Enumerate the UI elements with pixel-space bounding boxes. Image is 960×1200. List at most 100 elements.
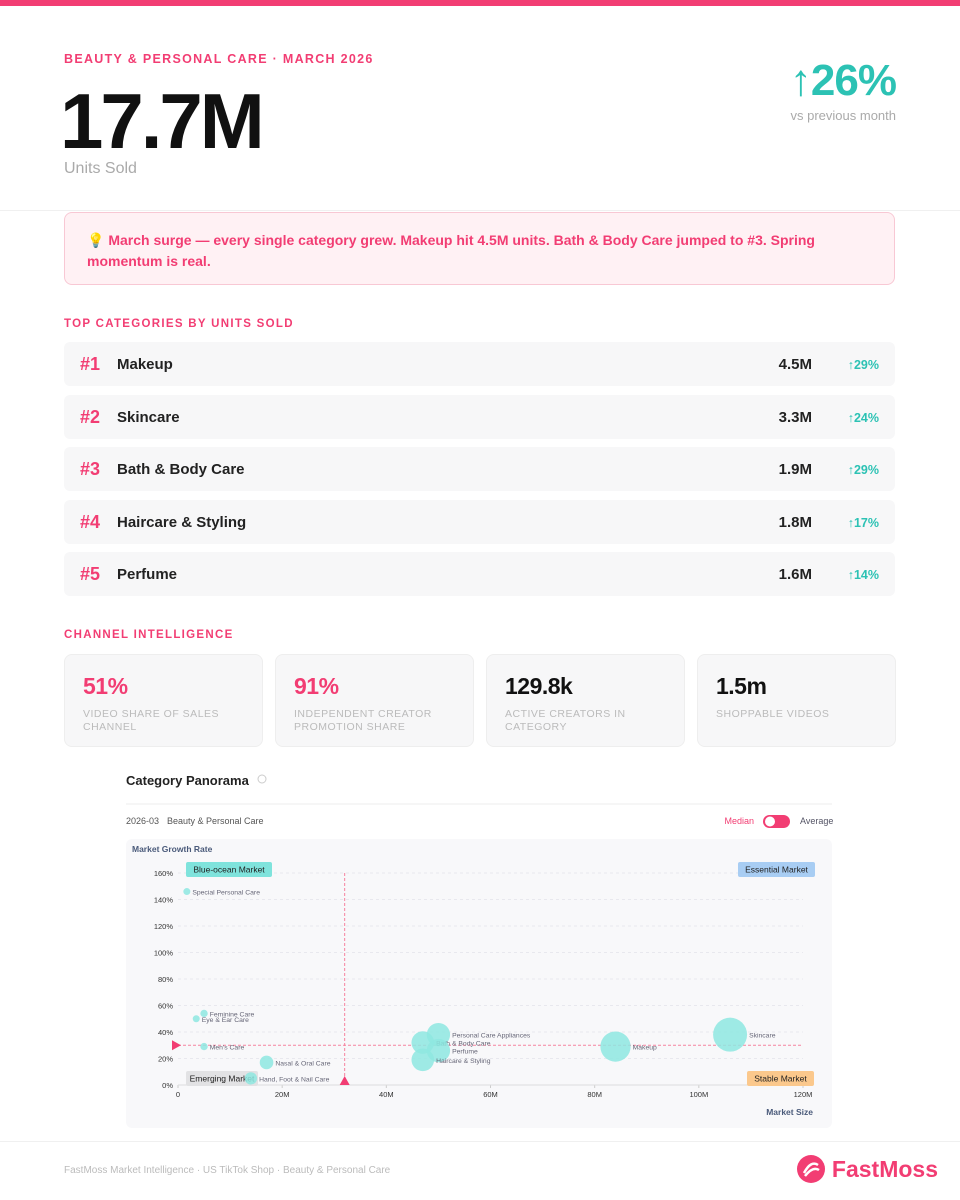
logo: FastMoss — [796, 1154, 938, 1184]
logo-text: FastMoss — [831, 1155, 938, 1182]
category-row: #5 Perfume 1.6M ↑14% — [64, 552, 895, 596]
category-name: Bath & Body Care — [117, 461, 245, 478]
rank: #4 — [80, 511, 101, 532]
bubble — [244, 1072, 258, 1085]
quadrant-label: Blue-ocean Market — [193, 865, 265, 875]
bubble — [411, 1048, 435, 1072]
growth: ↑14% — [847, 568, 879, 582]
y-tick-label: 140% — [154, 896, 174, 905]
stat-label: VIDEO SHARE OF SALES CHANNEL — [83, 708, 220, 733]
y-tick-label: 0% — [162, 1081, 173, 1090]
bubble — [200, 1009, 208, 1018]
toggle-knob — [765, 816, 775, 827]
x-tick-label: 60M — [483, 1090, 498, 1099]
x-tick-label: 100M — [689, 1090, 708, 1099]
y-tick-label: 80% — [158, 975, 173, 984]
point-label: Personal Care Appliances — [452, 1033, 531, 1040]
category-row: #1 Makeup 4.5M ↑29% — [64, 342, 895, 386]
rank: #3 — [80, 459, 101, 479]
quadrant-badge — [186, 862, 272, 877]
section-title: TOP CATEGORIES BY UNITS SOLD — [64, 318, 294, 330]
eyebrow: BEAUTY & PERSONAL CARE · MARCH 2026 — [64, 52, 374, 66]
x-tick-label: 120M — [794, 1090, 813, 1099]
change-label: vs previous month — [790, 108, 897, 123]
quadrant-badge — [747, 1071, 814, 1086]
section-title: CHANNEL INTELLIGENCE — [64, 629, 234, 641]
point-label: Hand, Foot & Nail Care — [259, 1076, 329, 1083]
point-label: Special Personal Care — [192, 890, 260, 897]
point-label: Haircare & Styling — [436, 1058, 491, 1065]
logo-icon — [796, 1155, 825, 1183]
median-marker — [172, 1040, 181, 1051]
bubble — [183, 888, 191, 896]
rank: #5 — [80, 564, 101, 584]
chart-title: Category Panorama — [126, 773, 250, 788]
point-label: Bath & Body Care — [436, 1041, 491, 1048]
info-icon — [257, 774, 267, 784]
y-tick-label: 40% — [158, 1028, 173, 1037]
stat-value: 1.5m — [716, 673, 767, 699]
y-tick-label: 160% — [154, 869, 174, 878]
footer-text: FastMoss Market Intelligence · US TikTok… — [64, 1165, 391, 1176]
x-tick-label: 40M — [379, 1090, 394, 1099]
y-axis-label: Market Growth Rate — [132, 844, 213, 854]
headline-value: 17.7M — [60, 77, 265, 165]
y-tick-label: 60% — [158, 1002, 173, 1011]
category-name: Haircare & Styling — [117, 513, 247, 531]
bubble — [200, 1042, 208, 1051]
category-name: Skincare — [117, 408, 180, 426]
stat-value: 91% — [294, 673, 339, 699]
growth: ↑17% — [847, 515, 879, 530]
x-axis-label: Market Size — [766, 1107, 813, 1117]
category-row: #3 Bath & Body Care 1.9M ↑29% — [64, 447, 895, 491]
point-label: Eye & Ear Care — [202, 1017, 249, 1024]
point-label: Makeup — [633, 1045, 657, 1052]
category-row: #4 Haircare & Styling 1.8M ↑17% — [64, 499, 895, 544]
toggle-right: Average — [800, 816, 833, 826]
median-marker — [339, 1076, 350, 1085]
category: Beauty & Personal Care — [167, 816, 264, 826]
headline-label: Units Sold — [64, 160, 137, 177]
bubble — [259, 1055, 274, 1070]
point-label: Perfume — [452, 1049, 478, 1056]
stat-value: 51% — [83, 673, 128, 699]
point-label: Men's Care — [210, 1045, 245, 1052]
point-label: Nasal & Oral Care — [275, 1060, 330, 1067]
units: 1.6M — [778, 566, 812, 583]
stat-card: 129.8k ACTIVE CREATORS IN CATEGORY — [486, 654, 685, 747]
bubble — [600, 1031, 631, 1062]
rank: #2 — [80, 406, 101, 427]
insight: 💡 March surge — every single category gr… — [64, 212, 895, 285]
quadrant-label: Essential Market — [745, 865, 808, 875]
point-label: Feminine Care — [210, 1011, 255, 1018]
stat-label: INDEPENDENT CREATOR PROMOTION SHARE — [294, 708, 432, 733]
rank: #1 — [80, 354, 101, 374]
units: 4.5M — [778, 356, 812, 373]
category-name: Makeup — [117, 356, 173, 373]
stat-label: SHOPPABLE VIDEOS — [716, 708, 830, 720]
quadrant-label: Emerging Market — [190, 1074, 255, 1084]
y-tick-label: 20% — [158, 1055, 173, 1064]
category-row: #2 Skincare 3.3M ↑24% — [64, 394, 895, 439]
y-tick-label: 100% — [154, 949, 174, 958]
units: 3.3M — [778, 408, 812, 426]
chart: Category Panorama 2026-03 Beauty & Persona… — [126, 773, 833, 1128]
top-bar — [0, 0, 960, 6]
x-tick-label: 0 — [176, 1090, 180, 1099]
plot-panel — [126, 839, 832, 1128]
point-label: Skincare — [749, 1033, 776, 1040]
x-tick-label: 80M — [587, 1090, 602, 1099]
divider — [0, 210, 960, 211]
x-tick-label: 20M — [275, 1090, 290, 1099]
footer-line — [0, 1141, 960, 1142]
growth: ↑24% — [847, 410, 879, 425]
stat-value: 129.8k — [505, 673, 573, 699]
change: ↑26% — [789, 56, 897, 105]
growth: ↑29% — [847, 463, 879, 477]
quadrant-badge — [738, 862, 815, 877]
growth: ↑29% — [847, 358, 879, 372]
period: 2026-03 — [126, 816, 159, 826]
units: 1.9M — [778, 461, 812, 478]
y-tick-label: 120% — [154, 922, 174, 931]
